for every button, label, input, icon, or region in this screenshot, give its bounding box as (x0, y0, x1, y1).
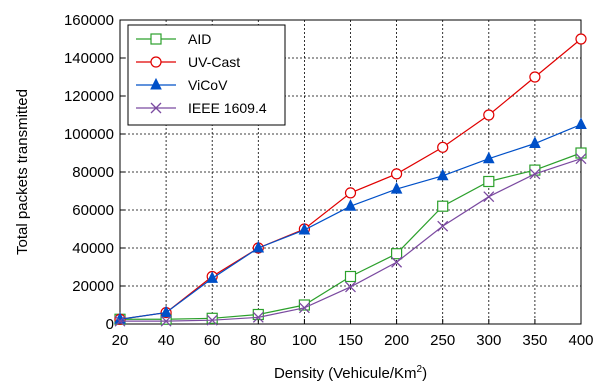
x-axis: 20 40 60 80 100 150 200 250 300 350 400 (112, 319, 594, 349)
x-tick-label: 250 (430, 332, 455, 349)
data-point-ieee-1609-4 (345, 281, 356, 293)
y-tick-label: 80000 (72, 164, 114, 181)
legend-label: UV-Cast (188, 54, 240, 70)
y-axis-label: Total packets transmitted (14, 89, 31, 255)
y-tick-label: 60000 (72, 202, 114, 219)
data-point-ieee-1609-4 (483, 191, 495, 203)
data-point-uv-cast (344, 187, 357, 199)
legend-label: IEEE 1609.4 (188, 100, 267, 116)
x-tick-label: 100 (292, 332, 317, 349)
data-point-uv-cast (391, 168, 403, 180)
legend-item-uv-cast: UV-Cast (136, 54, 240, 70)
x-tick-label: 150 (338, 332, 363, 349)
x-tick-label: 40 (158, 332, 175, 349)
data-point-ieee-1609-4 (298, 302, 310, 314)
x-tick-label: 20 (112, 332, 129, 349)
data-point-aid (529, 164, 541, 176)
legend-marker (150, 56, 162, 68)
legend-item-ieee-1609-4: IEEE 1609.4 (136, 100, 267, 116)
data-point-ieee-1609-4 (206, 314, 218, 326)
data-point-aid (575, 147, 587, 159)
legend-marker (150, 102, 162, 114)
x-tick-label: 60 (204, 332, 221, 349)
data-point-uv-cast (483, 109, 495, 121)
data-point-ieee-1609-4 (252, 311, 264, 323)
data-point-aid (483, 175, 495, 188)
legend-item-vicov: ViCoV (136, 77, 228, 93)
data-point-vicov (252, 240, 265, 253)
data-point-ieee-1609-4 (575, 153, 587, 165)
data-point-vicov (575, 117, 587, 129)
y-tick-label: 40000 (72, 240, 114, 257)
data-point-aid (252, 308, 264, 321)
series-group (114, 33, 587, 327)
legend-marker (150, 33, 162, 45)
legend-label: AID (188, 31, 211, 47)
y-tick-label: 160000 (64, 12, 114, 29)
x-tick-label: 300 (476, 332, 501, 349)
series-vicov (114, 117, 587, 324)
x-tick-label: 400 (568, 332, 593, 349)
data-point-vicov (344, 199, 357, 211)
series-aid (114, 147, 587, 325)
legend-label: ViCoV (188, 77, 228, 93)
data-point-ieee-1609-4 (529, 168, 541, 180)
data-point-ieee-1609-4 (114, 315, 126, 327)
data-point-vicov (206, 271, 219, 283)
y-tick-label: 100000 (64, 126, 114, 143)
x-tick-label: 350 (522, 332, 547, 349)
data-point-aid (391, 248, 403, 260)
data-point-vicov (390, 181, 403, 194)
y-tick-label: 0 (106, 316, 114, 333)
series-ieee-1609-4 (114, 153, 587, 327)
data-point-aid (437, 200, 449, 212)
y-axis: 0 20000 40000 60000 80000 100000 120000 140000 1… (64, 12, 125, 333)
data-point-ieee-1609-4 (437, 220, 449, 232)
legend: AID UV-Cast ViCoV IEEE 1609.4 (127, 24, 286, 126)
data-point-vicov (482, 151, 495, 164)
data-point-aid (206, 312, 218, 324)
data-point-vicov (298, 222, 311, 235)
data-point-ieee-1609-4 (160, 315, 172, 327)
y-tick-label: 20000 (72, 278, 114, 295)
data-point-aid (344, 270, 357, 283)
x-axis-label: Density (Vehicule/Km2) (274, 364, 427, 382)
legend-item-aid: AID (136, 31, 211, 47)
data-point-vicov (160, 305, 172, 318)
data-point-ieee-1609-4 (391, 256, 403, 268)
y-tick-label: 140000 (64, 50, 114, 67)
data-point-vicov (529, 136, 541, 148)
y-tick-label: 120000 (64, 88, 114, 105)
data-point-uv-cast (437, 141, 449, 153)
x-tick-label: 80 (250, 332, 267, 349)
data-point-uv-cast (529, 71, 541, 83)
legend-marker (150, 77, 162, 90)
data-point-vicov (436, 168, 449, 181)
data-point-uv-cast (575, 33, 587, 45)
x-tick-label: 200 (384, 332, 409, 349)
